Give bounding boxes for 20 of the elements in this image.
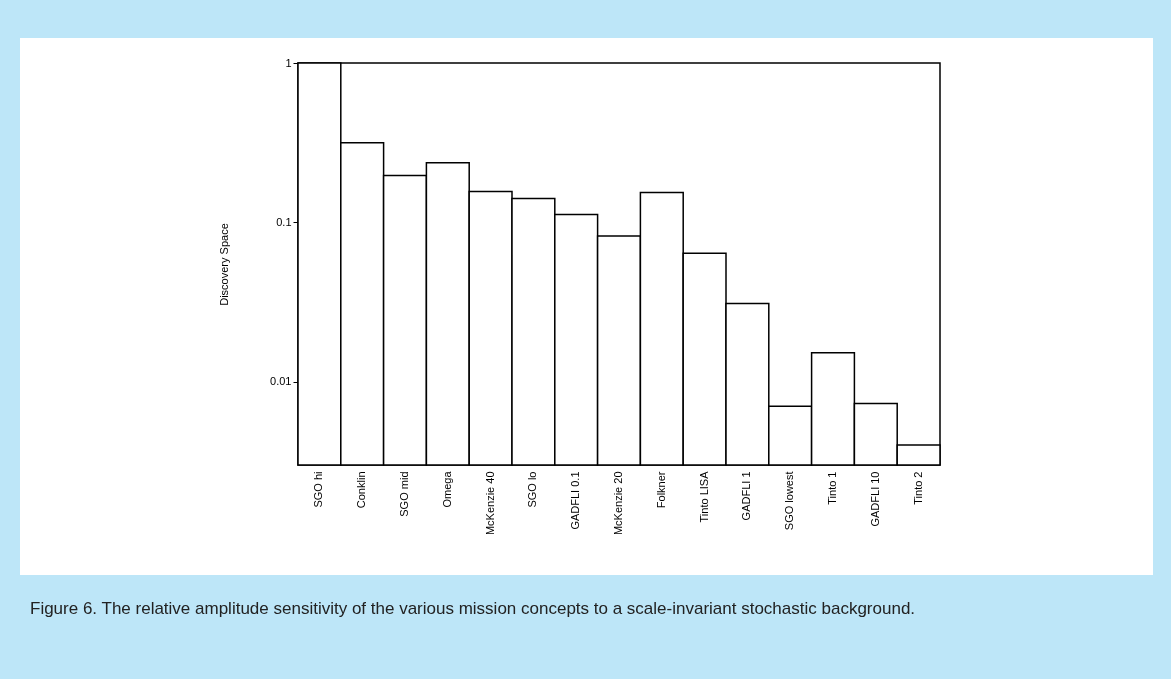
x-tick-label: SGO hi (312, 471, 325, 508)
x-tick-label: Conklin (355, 471, 368, 509)
y-tick-label: 0.1 (276, 215, 292, 228)
x-tick-label: SGO lowest (783, 471, 796, 531)
x-tick-label: Tinto 1 (826, 471, 838, 505)
x-tick-label: SGO mid (398, 471, 410, 517)
y-tick-label: 1 (285, 56, 292, 69)
x-tick-label: Tinto LISA (697, 470, 710, 523)
x-tick-label: McKenzie 40 (483, 471, 496, 536)
x-tick-label: GADFLI 0.1 (569, 471, 582, 530)
x-tick-label: GADFLI 1 (740, 471, 753, 521)
x-tick-label: Tinto 2 (911, 471, 924, 505)
x-tick-label: GADFLI 10 (868, 471, 881, 527)
y-axis-title: Discovery Space (218, 223, 231, 306)
caption: Figure 6. The relative amplitude sensitivity of the various mission concepts to a scale-invariant stochastic background. (30, 598, 917, 620)
x-tick-label: Folkner (654, 471, 667, 509)
x-tick-label: Omega (440, 470, 453, 508)
x-tick-label: McKenzie 20 (612, 471, 624, 536)
x-tick-label: SGO lo (526, 471, 539, 508)
y-tick-label: 0.01 (270, 375, 292, 388)
